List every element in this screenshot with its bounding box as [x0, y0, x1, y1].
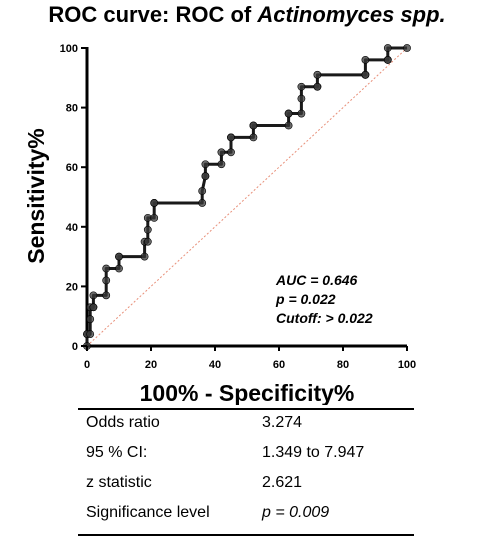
roc-point	[249, 133, 258, 142]
x-tick-label: 0	[84, 359, 90, 371]
table-cell-value: 1.349 to 7.947	[262, 444, 365, 461]
annotation-block: AUC = 0.646 p = 0.022 Cutoff: > 0.022	[275, 272, 373, 326]
roc-point	[217, 148, 226, 157]
x-tick-label: 60	[273, 359, 285, 371]
roc-point	[297, 109, 306, 118]
y-axis-label: Sensitivity%	[23, 128, 49, 264]
y-tick-label: 60	[66, 162, 78, 174]
chart-title-prefix: ROC curve: ROC of	[48, 2, 258, 27]
y-tick-label: 80	[66, 103, 78, 115]
x-tick-label: 100	[398, 359, 416, 371]
chart-title: ROC curve: ROC of Actinomyces spp.	[0, 2, 494, 28]
reference-line-group	[86, 47, 408, 347]
y-tick-label: 0	[72, 341, 78, 353]
table-cell-value: 2.621	[262, 474, 303, 491]
roc-point	[86, 315, 95, 324]
roc-point	[284, 121, 293, 130]
roc-points-group	[83, 44, 411, 350]
cutoff-annotation: Cutoff: > 0.022	[276, 310, 373, 326]
roc-point	[383, 44, 392, 52]
roc-point	[140, 252, 149, 261]
roc-point	[297, 94, 306, 103]
y-tick-label: 40	[66, 222, 78, 234]
roc-point	[115, 264, 123, 273]
table-cell-label: z statistic	[86, 474, 152, 491]
table-cell-value: 3.274	[262, 414, 303, 431]
roc-point	[249, 121, 258, 130]
roc-point	[143, 237, 152, 246]
roc-point	[102, 264, 111, 273]
table-row: Significance level p = 0.009	[78, 498, 414, 528]
roc-point	[198, 187, 207, 195]
chart-axes	[85, 47, 407, 348]
roc-point	[383, 56, 392, 64]
table-row: Odds ratio 3.274	[78, 408, 414, 438]
p-value-annotation: p = 0.022	[275, 291, 336, 307]
roc-point	[102, 291, 111, 300]
roc-point	[201, 160, 210, 169]
roc-point	[198, 199, 207, 207]
roc-point	[361, 56, 370, 64]
x-tick-label: 20	[145, 359, 157, 371]
chart-title-organism: Actinomyces spp.	[257, 2, 446, 27]
x-axis-label: 100% - Specificity%	[140, 380, 355, 405]
roc-point	[227, 148, 235, 157]
roc-point	[89, 303, 98, 312]
roc-point	[297, 82, 306, 91]
y-tick-label: 100	[60, 43, 78, 55]
table-cell-label: Odds ratio	[86, 414, 160, 431]
roc-point	[313, 70, 322, 79]
roc-point	[313, 82, 322, 91]
roc-point	[150, 213, 159, 222]
roc-point	[361, 70, 370, 79]
roc-point	[217, 160, 226, 169]
x-tick-label: 40	[209, 359, 221, 371]
table-cell-label: Significance level	[86, 504, 210, 521]
table-row: 95 % CI: 1.349 to 7.947	[78, 438, 414, 468]
roc-point	[227, 133, 235, 142]
tick-group: 0 20 40 60 80 100 0 20 40 60 80 100	[60, 43, 417, 371]
y-tick-label: 20	[66, 281, 78, 293]
roc-chart: 0 20 40 60 80 100 0 20 40 60 80 100 100% - Specific…	[23, 43, 417, 405]
roc-point	[143, 225, 152, 234]
auc-annotation: AUC = 0.646	[275, 272, 358, 288]
roc-point	[150, 199, 159, 207]
roc-point	[86, 330, 95, 338]
stats-table: Odds ratio 3.274 95 % CI: 1.349 to 7.947 z s…	[78, 408, 414, 528]
roc-point	[284, 109, 293, 118]
roc-point	[115, 252, 123, 261]
roc-point	[201, 172, 210, 181]
table-top-rule	[78, 408, 414, 410]
reference-line	[86, 47, 408, 347]
x-tick-label: 80	[337, 359, 349, 371]
table-cell-label: 95 % CI:	[86, 444, 148, 461]
table-cell-value: p = 0.009	[262, 504, 330, 521]
roc-point	[403, 44, 411, 52]
table-row: z statistic 2.621	[78, 468, 414, 498]
roc-point	[102, 276, 111, 285]
table-bottom-rule	[78, 534, 414, 536]
roc-point	[89, 291, 98, 300]
